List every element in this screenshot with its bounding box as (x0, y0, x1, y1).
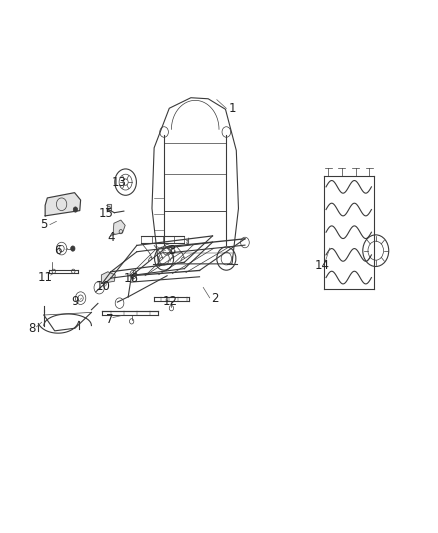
Text: 1: 1 (228, 102, 236, 115)
Text: 16: 16 (124, 272, 139, 285)
Circle shape (71, 246, 75, 251)
Text: 9: 9 (72, 295, 79, 308)
Polygon shape (113, 220, 125, 235)
Text: 6: 6 (54, 244, 62, 257)
Text: 10: 10 (95, 280, 110, 293)
Circle shape (73, 207, 78, 212)
Text: 2: 2 (211, 292, 219, 305)
Text: 8: 8 (28, 322, 36, 335)
Text: 3: 3 (168, 244, 175, 257)
Polygon shape (101, 272, 115, 284)
Text: 4: 4 (107, 231, 115, 244)
Text: 15: 15 (98, 207, 113, 220)
Polygon shape (106, 204, 111, 209)
Text: 7: 7 (106, 313, 114, 326)
Text: 14: 14 (314, 259, 329, 272)
Text: 5: 5 (40, 218, 48, 231)
Polygon shape (45, 192, 81, 216)
Text: 11: 11 (38, 271, 53, 284)
Text: 13: 13 (111, 175, 126, 189)
Text: 12: 12 (163, 295, 178, 308)
